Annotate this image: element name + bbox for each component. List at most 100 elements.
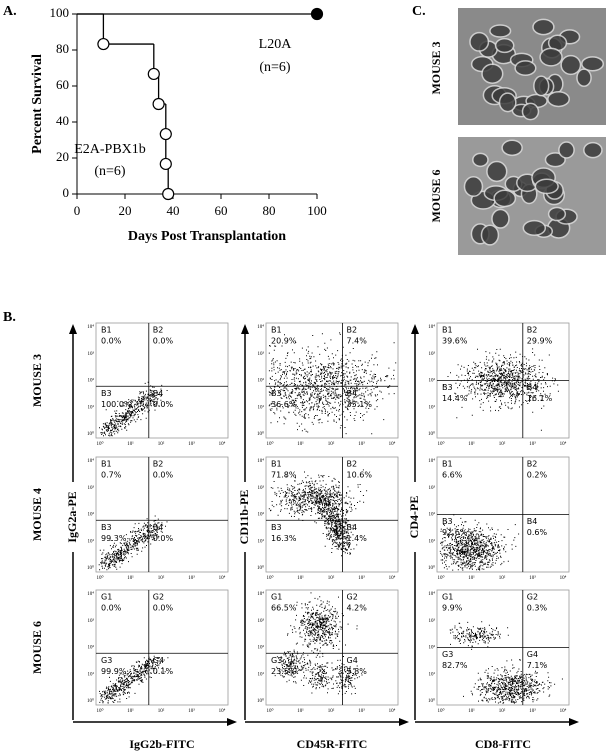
axis-tick-label: 10³ [88, 351, 95, 357]
axis-tick-label: 10⁰ [87, 565, 94, 571]
axis-tick-label: 10² [328, 575, 335, 581]
point [310, 7, 324, 21]
axis-tick-label: 10² [88, 645, 95, 651]
axis-tick-label: 10⁴ [257, 324, 264, 330]
arrow-head [227, 718, 237, 726]
dot-cloud [99, 655, 169, 704]
x-tick-label: 20 [119, 203, 132, 218]
cell-nucleus [463, 176, 484, 198]
quadrant-name: B1 [442, 460, 453, 469]
axis-tick-label: 10⁰ [428, 431, 435, 437]
point [159, 127, 172, 141]
arrow-head [69, 324, 77, 334]
cell-nucleus [489, 24, 512, 38]
axis-tick-label: 10⁴ [87, 458, 94, 464]
axis-tick-label: 10⁴ [257, 591, 264, 597]
axis-tick-label: 10² [88, 512, 95, 518]
axis-tick-label: 10¹ [468, 441, 475, 447]
axis-tick-label: 10³ [429, 618, 436, 624]
quadrant-name: B3 [271, 523, 282, 532]
quadrant-percent: 0.0% [153, 534, 174, 543]
quadrant-name: B4 [347, 389, 358, 398]
y-tick-label: 40 [56, 113, 69, 128]
axis-tick-label: 10³ [358, 708, 365, 714]
x-axis-label: CD45R-FITC [297, 737, 368, 751]
quadrant-percent: 0.6% [527, 528, 548, 537]
row-label: MOUSE 3 [30, 354, 44, 407]
cell-nucleus [583, 141, 603, 159]
quadrant-name: B2 [153, 460, 164, 469]
quadrant-percent: 16.3% [271, 534, 297, 543]
axis-tick-label: 10¹ [297, 708, 304, 714]
x-tick-label: 60 [215, 203, 228, 218]
axis-tick-label: 10² [328, 441, 335, 447]
x-axis-label: IgG2b-FITC [129, 737, 194, 751]
quadrant-name: G2 [347, 593, 358, 602]
quadrant-percent: 0.3% [527, 604, 548, 613]
quadrant-name: B4 [153, 523, 164, 532]
quadrant-percent: 9.9% [442, 604, 463, 613]
quadrant-percent: 92.6% [442, 528, 468, 537]
cell-nucleus [547, 90, 570, 108]
y-tick-label: 80 [56, 41, 69, 56]
y-tick-label: 0 [63, 185, 70, 200]
axis-tick-label: 10⁴ [560, 575, 567, 581]
axis-tick-label: 10² [158, 575, 165, 581]
axis-tick-label: 10⁰ [96, 708, 103, 714]
row-label: MOUSE 6 [429, 169, 443, 222]
quadrant-name: B4 [153, 389, 164, 398]
quadrant-name: B2 [527, 326, 538, 335]
quadrant-percent: 20.9% [271, 337, 297, 346]
quadrant-name: B3 [101, 523, 112, 532]
series-n: (n=6) [259, 60, 291, 75]
axis-tick-label: 10² [258, 645, 265, 651]
axis-tick-label: 10⁴ [87, 591, 94, 597]
axis-tick-label: 10³ [88, 618, 95, 624]
axis-tick-label: 10¹ [429, 404, 436, 410]
quadrant-name: G3 [271, 656, 282, 665]
axis-tick-label: 10² [158, 441, 165, 447]
quadrant-name: G4 [347, 656, 358, 665]
quadrant-name: B2 [153, 326, 164, 335]
quadrant-percent: 0.0% [153, 337, 174, 346]
arrow-head [569, 718, 579, 726]
axis-tick-label: 10² [429, 378, 436, 384]
quadrant-percent: 0.0% [153, 471, 174, 480]
quadrant-percent: 71.8% [271, 471, 297, 480]
axis-tick-label: 10⁰ [437, 441, 444, 447]
quadrant-name: B1 [442, 326, 453, 335]
quadrant-percent: 14.4% [442, 394, 468, 403]
cell-nucleus [498, 92, 517, 113]
row-label: MOUSE 6 [30, 621, 44, 674]
axis-tick-label: 10⁴ [87, 324, 94, 330]
y-tick-label: 20 [56, 149, 69, 164]
axis-tick-label: 10⁴ [219, 708, 226, 714]
axis-tick-label: 10² [499, 575, 506, 581]
quadrant-name: B1 [101, 326, 112, 335]
axis-tick-label: 10¹ [88, 404, 95, 410]
series-n: (n=6) [94, 164, 126, 179]
quadrant-name: B3 [101, 389, 112, 398]
dot-cloud [268, 332, 397, 435]
quadrant-name: G1 [442, 593, 453, 602]
arrow-head [411, 324, 419, 334]
row-label: MOUSE 4 [30, 488, 44, 541]
quadrant-percent: 0.0% [153, 400, 174, 409]
x-tick-label: 100 [307, 203, 327, 218]
y-axis-label: CD11b-PE [237, 490, 251, 545]
axis-tick-label: 10⁰ [266, 575, 273, 581]
point [147, 67, 160, 81]
axis-tick-label: 10² [499, 708, 506, 714]
quadrant-percent: 39.6% [442, 337, 468, 346]
axis-tick-label: 10⁴ [428, 324, 435, 330]
quadrant-percent: 7.4% [347, 337, 368, 346]
point [162, 187, 175, 201]
arrow-head [241, 324, 249, 334]
axis-tick-label: 10³ [188, 708, 195, 714]
axis-tick-label: 10⁰ [257, 565, 264, 571]
